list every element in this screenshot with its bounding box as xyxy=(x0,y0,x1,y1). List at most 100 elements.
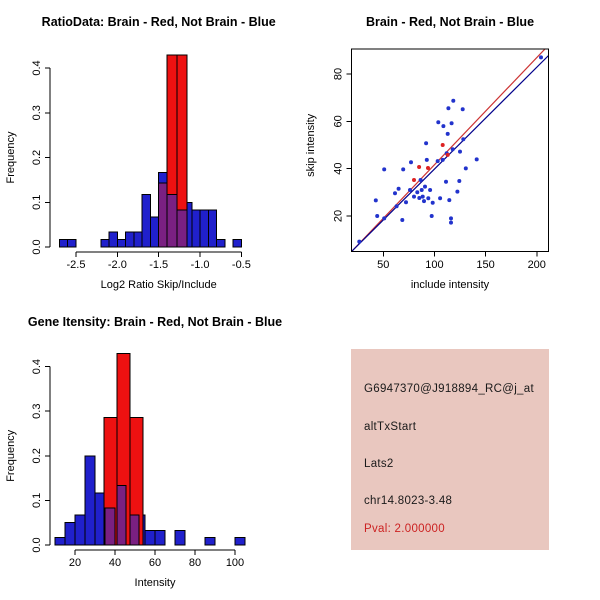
plot-box xyxy=(351,48,549,253)
y-tick-label: 0.3 xyxy=(31,404,43,419)
data-point-blue xyxy=(458,149,462,154)
hist-bar-blue xyxy=(144,529,156,546)
y-tick-label: 80 xyxy=(333,68,345,80)
hist-bar-blue xyxy=(100,238,110,248)
chart-title: RatioData: Brain - Red, Not Brain - Blue xyxy=(42,15,276,29)
data-point-blue xyxy=(539,55,543,60)
data-point-blue xyxy=(447,198,452,203)
x-tick-label: 100 xyxy=(425,259,443,271)
data-point-blue xyxy=(450,147,455,152)
hist-bar-blue xyxy=(125,231,135,248)
hist-bar-blue xyxy=(116,238,127,248)
x-tick-label: -0.5 xyxy=(232,259,251,271)
data-point-blue xyxy=(446,106,451,111)
y-tick-label: 0.2 xyxy=(31,448,43,463)
hist-bar-blue xyxy=(54,536,66,546)
data-point-blue xyxy=(441,124,446,129)
x-tick-label: -2.0 xyxy=(108,259,127,271)
data-point-blue xyxy=(375,214,380,218)
data-point-blue xyxy=(463,166,468,171)
data-point-blue xyxy=(451,98,456,103)
info-box: G6947370@J918894_RC@j_at altTxStart Lats… xyxy=(351,349,549,550)
data-point-blue xyxy=(415,190,420,195)
scatter-intensity-chart: 50 100 150 200 20 40 60 80 Brain - Red, Not Brai… xyxy=(305,15,549,291)
hist-bar-blue xyxy=(191,209,201,248)
hist-bar-blue xyxy=(59,238,69,248)
data-point-red xyxy=(426,166,430,170)
hist-bar-blue xyxy=(232,238,242,248)
data-point-blue xyxy=(460,107,465,112)
data-point-blue xyxy=(436,120,441,125)
x-tick-label: -1.5 xyxy=(149,259,168,271)
data-point-blue xyxy=(409,160,413,165)
scatter-intensity-panel: 50 100 150 200 20 40 60 80 Brain - Red, Not Brai… xyxy=(300,0,600,300)
data-point-blue xyxy=(373,198,378,203)
event-type-text: altTxStart xyxy=(364,421,417,433)
data-point-blue xyxy=(474,157,479,162)
data-point-blue xyxy=(435,159,440,164)
hist-bar-blue xyxy=(141,194,151,248)
data-point-blue xyxy=(440,157,445,162)
data-point-blue xyxy=(382,216,387,221)
histogram-ratio-panel: -2.5 -2.0 -1.5 -1.0 -0.5 0.0 0.1 0.2 0.3 0.4 Ratio… xyxy=(0,0,300,300)
chart-title: Gene Itensity: Brain - Red, Not Brain - … xyxy=(28,315,282,329)
info-panel: G6947370@J918894_RC@j_at altTxStart Lats… xyxy=(300,300,600,600)
hist-bar-purple xyxy=(166,194,178,248)
hist-bar-blue xyxy=(84,455,96,546)
probe-id-text: G6947370@J918894_RC@j_at xyxy=(364,383,534,395)
hist-bar-blue xyxy=(216,238,226,248)
y-tick-label: 40 xyxy=(333,163,345,175)
y-axis-title: skip intensity xyxy=(305,113,317,176)
data-point-blue xyxy=(438,196,443,201)
x-tick-label: 50 xyxy=(377,259,389,271)
x-axis-title: Log2 Ratio Skip/Include xyxy=(101,279,217,291)
data-point-blue xyxy=(428,188,433,192)
data-point-blue xyxy=(408,188,412,192)
y-tick-label: 60 xyxy=(333,115,345,127)
chart-title: Brain - Red, Not Brain - Blue xyxy=(366,15,534,29)
histogram-gene-intensity-panel: 20 40 60 80 100 0.0 0.1 0.2 0.3 0.4 Gene Itensity:… xyxy=(0,300,300,600)
data-point-blue xyxy=(394,204,399,209)
data-point-blue xyxy=(455,189,460,194)
hist-bar-purple xyxy=(176,209,188,248)
data-point-blue xyxy=(424,141,429,146)
data-point-blue xyxy=(429,214,434,218)
data-point-blue xyxy=(422,199,426,204)
hist-bar-blue xyxy=(108,231,118,248)
y-tick-label: 0.0 xyxy=(31,239,43,254)
x-tick-label: 200 xyxy=(528,259,546,271)
hist-bar-blue xyxy=(149,216,160,248)
hist-bar-purple xyxy=(158,182,168,248)
data-point-blue xyxy=(424,157,429,162)
hist-bar-purple xyxy=(116,485,127,546)
histogram-ratio-chart: -2.5 -2.0 -1.5 -1.0 -0.5 0.0 0.1 0.2 0.3 0.4 Ratio… xyxy=(5,15,276,291)
data-point-blue xyxy=(400,218,405,222)
data-point-blue xyxy=(449,216,453,221)
data-point-blue xyxy=(393,191,397,196)
data-point-blue xyxy=(412,194,416,199)
data-point-blue xyxy=(457,179,462,183)
hist-bar-purple xyxy=(129,514,140,546)
data-point-blue xyxy=(461,137,466,142)
data-point-blue xyxy=(445,131,450,136)
y-tick-label: 0.0 xyxy=(31,537,43,552)
y-tick-label: 0.4 xyxy=(31,60,43,75)
x-tick-label: 100 xyxy=(226,557,244,569)
x-tick-label: -2.5 xyxy=(67,259,86,271)
data-point-red xyxy=(440,143,445,147)
y-axis-title: Frequency xyxy=(5,429,17,481)
x-axis-title: Intensity xyxy=(135,577,176,589)
histogram-gene-intensity-chart: 20 40 60 80 100 0.0 0.1 0.2 0.3 0.4 Gene Itensity:… xyxy=(5,315,282,589)
y-tick-label: 0.3 xyxy=(31,105,43,120)
hist-bar-blue xyxy=(204,536,216,546)
locus-text: chr14.8023-3.48 xyxy=(364,495,453,507)
data-point-blue xyxy=(417,196,422,200)
data-point-blue xyxy=(418,178,423,182)
data-point-blue xyxy=(420,194,425,199)
x-tick-label: 40 xyxy=(109,557,121,569)
data-point-red xyxy=(417,165,422,169)
data-point-blue xyxy=(357,239,362,244)
y-tick-label: 0.2 xyxy=(31,150,43,165)
y-axis-title: Frequency xyxy=(5,131,17,183)
